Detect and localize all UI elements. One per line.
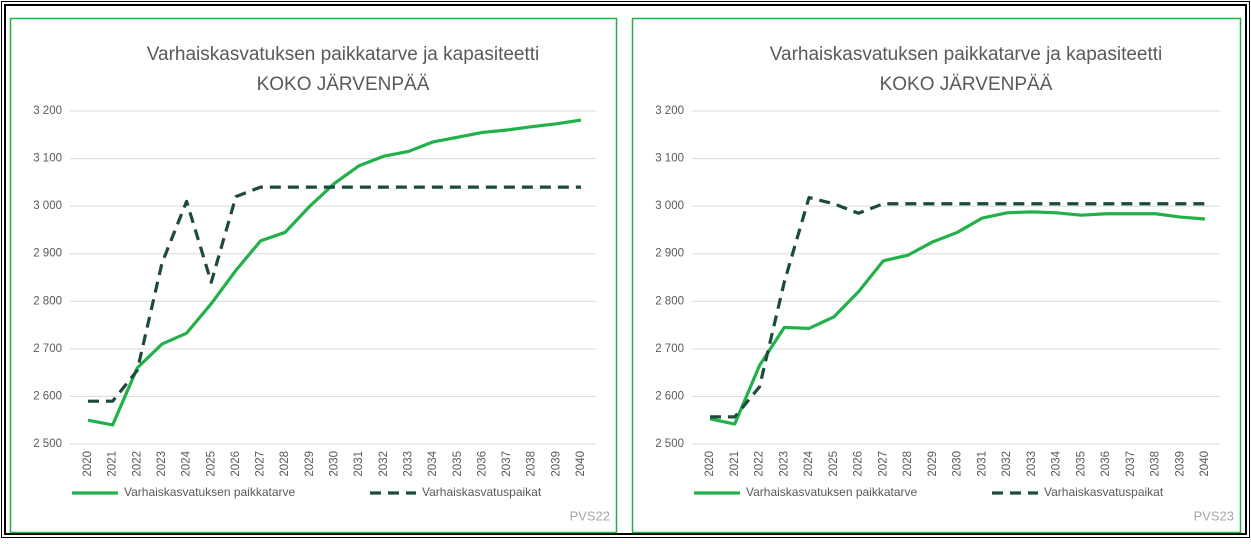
x-tick-label: 2028	[279, 451, 291, 477]
y-tick-label: 2 900	[33, 248, 62, 260]
chart-subtitle: KOKO JÄRVENPÄÄ	[880, 74, 1053, 95]
x-tick-label: 2040	[575, 451, 587, 477]
x-tick-label: 2031	[976, 451, 988, 477]
x-tick-label: 2038	[1150, 451, 1162, 477]
y-tick-label: 2 700	[655, 343, 684, 355]
y-tick-label: 2 500	[655, 438, 684, 450]
x-tick-label: 2032	[1001, 451, 1013, 477]
x-tick-label: 2022	[131, 451, 143, 477]
x-tick-label: 2025	[205, 451, 217, 477]
chart-title: Varhaiskasvatuksen paikkatarve ja kapasi…	[147, 44, 540, 65]
x-tick-label: 2023	[778, 451, 790, 477]
inner-border	[4, 4, 1247, 535]
data-line	[87, 118, 582, 427]
x-tick-label: 2020	[82, 451, 94, 477]
data-line	[88, 185, 581, 403]
footnote: PVS22	[570, 508, 610, 523]
x-tick-label: 2039	[550, 451, 562, 477]
x-tick-label: 2035	[452, 451, 464, 477]
x-tick-label: 2026	[230, 451, 242, 477]
x-tick-label: 2033	[402, 451, 414, 477]
data-line	[709, 210, 1206, 426]
y-tick-label: 3 000	[33, 200, 62, 212]
y-tick-label: 3 100	[655, 153, 684, 165]
x-tick-label: 2037	[1125, 451, 1137, 477]
y-tick-label: 3 000	[655, 200, 684, 212]
legend-label: Varhaiskasvatuspaikat	[1044, 485, 1164, 499]
x-tick-label: 2022	[754, 451, 766, 477]
x-tick-label: 2034	[1051, 450, 1063, 476]
y-tick-label: 3 100	[33, 153, 62, 165]
x-tick-label: 2026	[853, 451, 865, 477]
panel-border	[9, 17, 618, 534]
x-tick-label: 2030	[952, 451, 964, 477]
y-tick-label: 2 500	[33, 438, 62, 450]
x-tick-label: 2039	[1174, 451, 1186, 477]
chart-panel: Varhaiskasvatuksen paikkatarve ja kapasi…	[9, 17, 618, 534]
y-tick-label: 2 800	[655, 295, 684, 307]
x-tick-label: 2021	[729, 451, 741, 477]
y-tick-label: 3 200	[655, 105, 684, 117]
y-tick-label: 2 800	[33, 295, 62, 307]
chart-title: Varhaiskasvatuksen paikkatarve ja kapasi…	[770, 44, 1163, 65]
x-tick-label: 2021	[107, 451, 119, 477]
x-tick-label: 2029	[304, 451, 316, 477]
x-tick-label: 2034	[427, 450, 439, 476]
x-tick-label: 2025	[828, 451, 840, 477]
x-tick-label: 2027	[877, 451, 889, 477]
x-tick-label: 2031	[353, 451, 365, 477]
x-tick-label: 2027	[255, 451, 267, 477]
x-tick-label: 2020	[704, 451, 716, 477]
x-tick-label: 2035	[1075, 451, 1087, 477]
y-tick-label: 2 700	[33, 343, 62, 355]
x-tick-label: 2037	[501, 451, 513, 477]
x-tick-label: 2036	[1100, 451, 1112, 477]
legend-label: Varhaiskasvatuksen paikkatarve	[746, 485, 918, 499]
legend-label: Varhaiskasvatuspaikat	[422, 485, 542, 499]
y-tick-label: 2 600	[33, 390, 62, 402]
x-tick-label: 2033	[1026, 451, 1038, 477]
x-tick-label: 2024	[803, 450, 815, 476]
x-tick-label: 2029	[927, 451, 939, 477]
x-tick-label: 2028	[902, 451, 914, 477]
x-tick-label: 2023	[156, 451, 168, 477]
chart-subtitle: KOKO JÄRVENPÄÄ	[257, 74, 430, 95]
y-tick-label: 2 900	[655, 248, 684, 260]
y-tick-label: 3 200	[33, 105, 62, 117]
chart-panel: Varhaiskasvatuksen paikkatarve ja kapasi…	[631, 17, 1242, 534]
x-tick-label: 2032	[378, 451, 390, 477]
x-tick-label: 2036	[476, 451, 488, 477]
footnote: PVS23	[1194, 508, 1234, 523]
data-line	[710, 195, 1205, 419]
y-tick-label: 2 600	[655, 390, 684, 402]
x-tick-label: 2040	[1199, 451, 1211, 477]
x-tick-label: 2038	[526, 451, 538, 477]
x-tick-label: 2024	[181, 450, 193, 476]
panel-border	[631, 17, 1242, 534]
x-tick-label: 2030	[329, 451, 341, 477]
legend-label: Varhaiskasvatuksen paikkatarve	[124, 485, 296, 499]
